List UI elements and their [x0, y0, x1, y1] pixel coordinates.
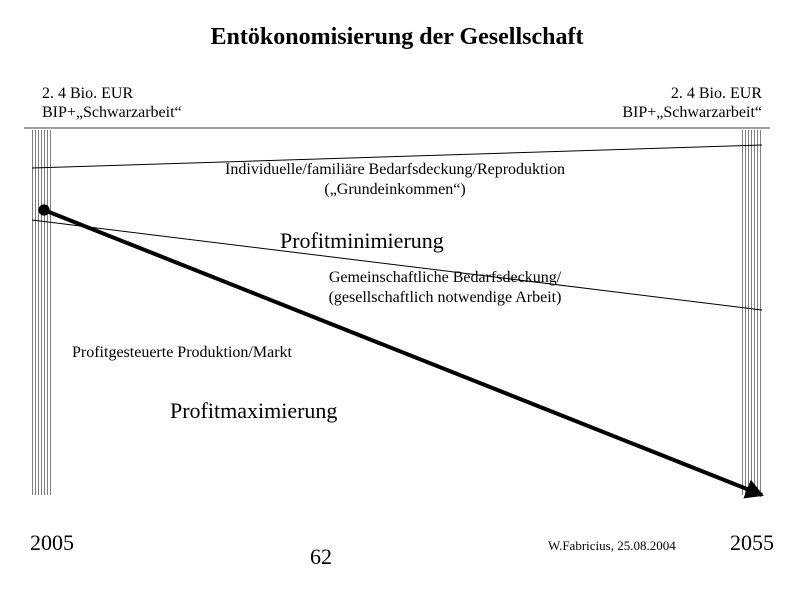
diagram-root: Entökonomisierung der Gesellschaft 2. 4 …: [0, 0, 794, 595]
axis-label-left: 2. 4 Bio. EUR BIP+„Schwarzarbeit“: [42, 84, 182, 122]
region-c-line1: Gemeinschaftliche Bedarfsdeckung/: [329, 269, 561, 286]
region-d: Profitgesteuerte Produktion/Markt: [72, 344, 292, 362]
region-a-line1: Individuelle/familiäre Bedarfsdeckung/Re…: [225, 161, 565, 178]
right-hatch-column: [742, 130, 762, 495]
region-a-line2: („Grundeinkommen“): [324, 181, 465, 198]
year-right: 2055: [730, 530, 774, 556]
axis-left-line2: BIP+„Schwarzarbeit“: [42, 104, 182, 121]
region-c-line2: (gesellschaftlich notwendige Arbeit): [329, 289, 562, 306]
axis-left-line1: 2. 4 Bio. EUR: [42, 85, 133, 102]
axis-right-line2: BIP+„Schwarzarbeit“: [622, 104, 762, 121]
axis-label-right: 2. 4 Bio. EUR BIP+„Schwarzarbeit“: [622, 84, 762, 122]
region-e: Profitmaximierung: [170, 398, 337, 424]
left-hatch-column: [32, 130, 52, 495]
axis-right-line1: 2. 4 Bio. EUR: [671, 85, 762, 102]
page-title: Entökonomisierung der Gesellschaft: [0, 24, 794, 51]
year-left: 2005: [30, 530, 74, 556]
region-c: Gemeinschaftliche Bedarfsdeckung/ (gesel…: [280, 268, 610, 308]
page-number: 62: [310, 544, 332, 570]
credit: W.Fabricius, 25.08.2004: [548, 538, 676, 554]
region-a: Individuelle/familiäre Bedarfsdeckung/Re…: [210, 160, 580, 200]
region-b: Profitminimierung: [280, 228, 444, 254]
